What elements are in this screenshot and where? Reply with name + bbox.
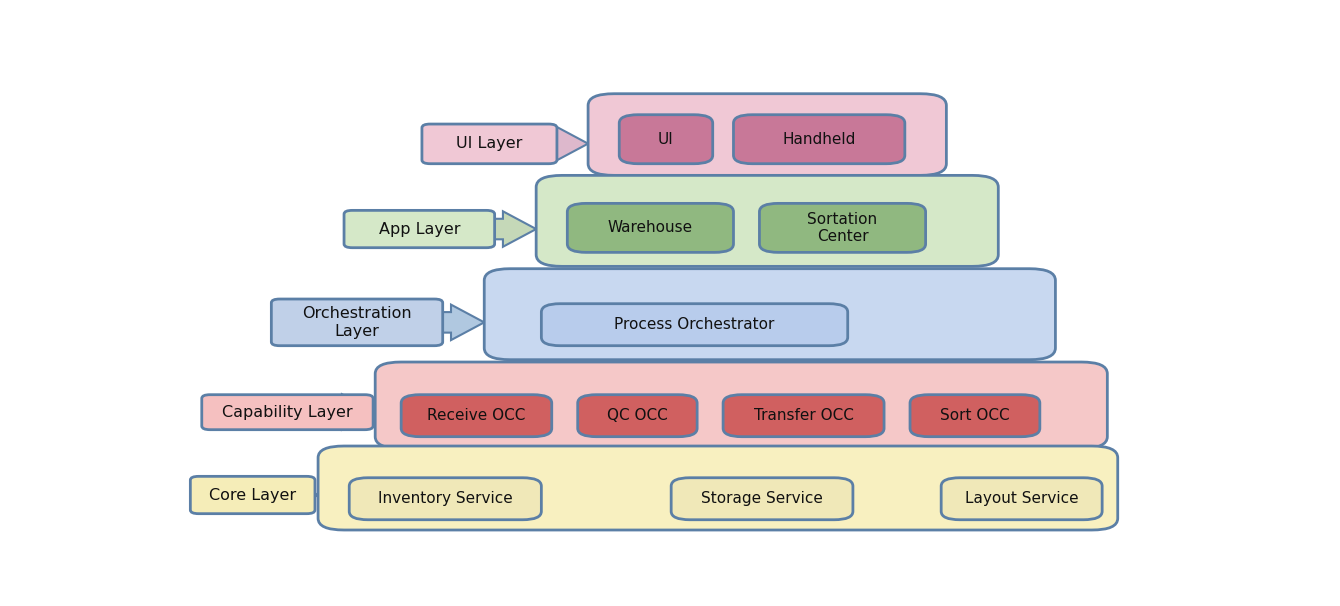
FancyBboxPatch shape bbox=[190, 476, 315, 514]
Text: Orchestration
Layer: Orchestration Layer bbox=[303, 306, 411, 339]
FancyBboxPatch shape bbox=[588, 94, 946, 175]
FancyBboxPatch shape bbox=[202, 395, 373, 430]
Text: Transfer OCC: Transfer OCC bbox=[753, 408, 854, 423]
Polygon shape bbox=[285, 478, 318, 513]
Text: Handheld: Handheld bbox=[783, 132, 856, 147]
Text: Inventory Service: Inventory Service bbox=[378, 491, 513, 506]
FancyBboxPatch shape bbox=[619, 115, 713, 164]
Text: App Layer: App Layer bbox=[379, 222, 460, 236]
Text: Core Layer: Core Layer bbox=[209, 487, 296, 502]
FancyBboxPatch shape bbox=[578, 395, 697, 437]
FancyBboxPatch shape bbox=[422, 124, 557, 164]
FancyBboxPatch shape bbox=[344, 210, 494, 248]
Polygon shape bbox=[555, 126, 588, 161]
FancyBboxPatch shape bbox=[760, 204, 926, 252]
FancyBboxPatch shape bbox=[733, 115, 904, 164]
Text: Sort OCC: Sort OCC bbox=[941, 408, 1010, 423]
FancyBboxPatch shape bbox=[350, 478, 541, 520]
Text: UI Layer: UI Layer bbox=[456, 136, 523, 152]
FancyBboxPatch shape bbox=[271, 299, 442, 345]
Polygon shape bbox=[494, 211, 536, 247]
Polygon shape bbox=[342, 395, 375, 430]
FancyBboxPatch shape bbox=[941, 478, 1103, 520]
Text: Warehouse: Warehouse bbox=[608, 221, 693, 235]
FancyBboxPatch shape bbox=[484, 268, 1056, 360]
FancyBboxPatch shape bbox=[567, 204, 733, 252]
FancyBboxPatch shape bbox=[318, 446, 1118, 530]
Text: Receive OCC: Receive OCC bbox=[427, 408, 525, 423]
Text: QC OCC: QC OCC bbox=[607, 408, 667, 423]
FancyBboxPatch shape bbox=[724, 395, 884, 437]
Text: Sortation
Center: Sortation Center bbox=[808, 211, 878, 244]
FancyBboxPatch shape bbox=[375, 362, 1107, 448]
Text: UI: UI bbox=[658, 132, 674, 147]
FancyBboxPatch shape bbox=[541, 304, 848, 345]
FancyBboxPatch shape bbox=[671, 478, 852, 520]
FancyBboxPatch shape bbox=[536, 175, 998, 267]
FancyBboxPatch shape bbox=[910, 395, 1040, 437]
Text: Storage Service: Storage Service bbox=[701, 491, 823, 506]
Polygon shape bbox=[442, 305, 484, 340]
Text: Layout Service: Layout Service bbox=[965, 491, 1079, 506]
Text: Capability Layer: Capability Layer bbox=[222, 405, 352, 420]
Text: Process Orchestrator: Process Orchestrator bbox=[614, 317, 775, 332]
FancyBboxPatch shape bbox=[401, 395, 552, 437]
